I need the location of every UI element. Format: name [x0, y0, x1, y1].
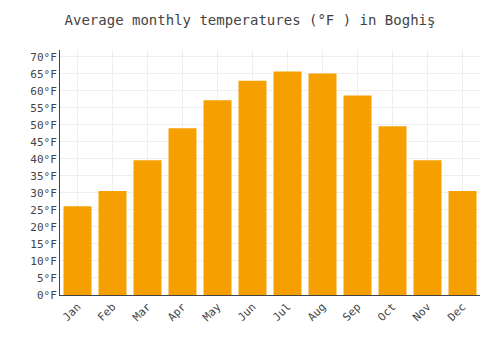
svg-text:10°F: 10°F: [30, 255, 57, 268]
svg-text:45°F: 45°F: [30, 136, 57, 149]
svg-text:55°F: 55°F: [30, 102, 57, 115]
svg-text:Jan: Jan: [60, 301, 83, 324]
svg-text:40°F: 40°F: [30, 153, 57, 166]
svg-text:Feb: Feb: [95, 301, 118, 324]
svg-text:65°F: 65°F: [30, 68, 57, 81]
svg-text:50°F: 50°F: [30, 119, 57, 132]
svg-text:60°F: 60°F: [30, 85, 57, 98]
svg-text:15°F: 15°F: [30, 238, 57, 251]
svg-text:Oct: Oct: [375, 301, 398, 324]
svg-text:25°F: 25°F: [30, 204, 57, 217]
svg-text:May: May: [200, 300, 224, 324]
svg-text:Nov: Nov: [410, 300, 434, 324]
svg-text:30°F: 30°F: [30, 187, 57, 200]
svg-text:Sep: Sep: [340, 301, 363, 324]
svg-text:0°F: 0°F: [37, 289, 57, 302]
svg-text:Dec: Dec: [445, 301, 468, 324]
svg-text:5°F: 5°F: [37, 272, 57, 285]
svg-text:Average monthly temperatures (: Average monthly temperatures (°F ) in Bo…: [65, 12, 436, 28]
svg-text:Apr: Apr: [165, 300, 189, 324]
svg-text:Mar: Mar: [130, 300, 154, 324]
svg-text:35°F: 35°F: [30, 170, 57, 183]
svg-text:70°F: 70°F: [30, 51, 57, 64]
svg-text:20°F: 20°F: [30, 221, 57, 234]
svg-text:Jun: Jun: [235, 301, 258, 324]
svg-text:Aug: Aug: [305, 301, 328, 324]
svg-text:Jul: Jul: [270, 301, 293, 324]
